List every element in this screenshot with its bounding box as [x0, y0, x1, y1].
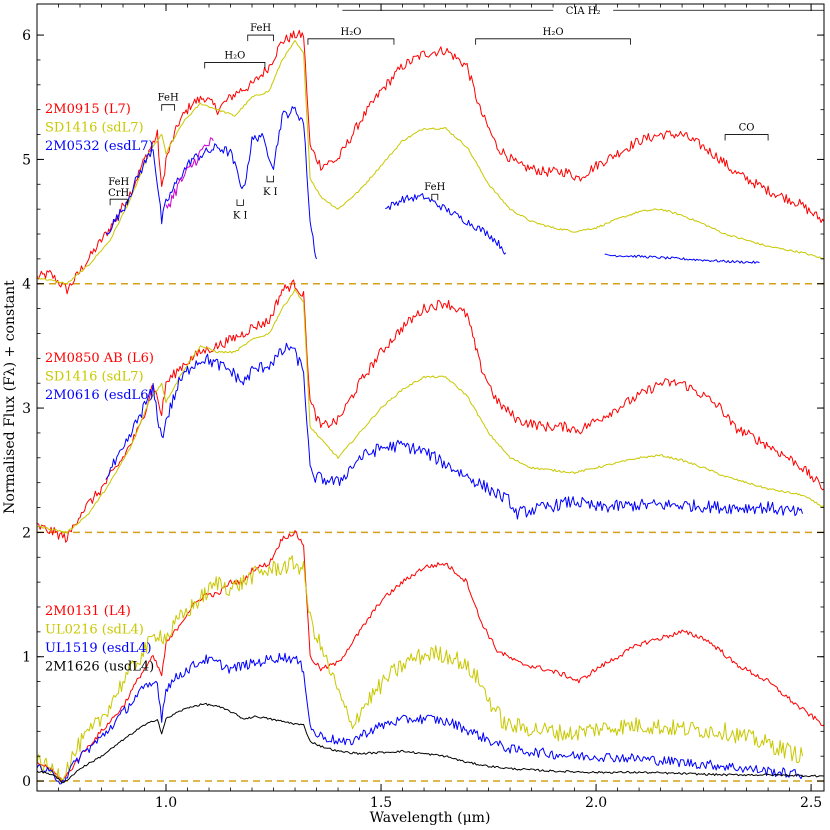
- annotation-feh: FeH: [424, 182, 445, 193]
- x-tick-label: 2.5: [800, 795, 822, 811]
- annotation-cup: [266, 175, 274, 183]
- y-tick-label: 5: [22, 152, 31, 168]
- annotation-k-i: K I: [233, 210, 248, 221]
- annotation-h-o: H₂O: [340, 27, 361, 38]
- annotation-bracket: [109, 198, 128, 206]
- annotation-h-o: H₂O: [543, 27, 564, 38]
- annotation-bracket: [475, 38, 631, 45]
- series-line-7: [36, 288, 825, 534]
- annotation-feh: FeH: [108, 177, 129, 188]
- y-tick-label: 4: [22, 277, 31, 293]
- series-line-11: [36, 652, 803, 785]
- series-line-1: [36, 40, 825, 285]
- legend-entry: UL0216 (sdL4): [45, 623, 144, 638]
- series-line-10: [36, 555, 803, 783]
- series-line-3: [385, 193, 507, 255]
- legend-entry: SD1416 (sdL7): [45, 121, 144, 136]
- legend-entry: 2M0850 AB (L6): [45, 351, 154, 366]
- y-axis-title: Normalised Flux (Fλ) + constant: [2, 280, 18, 514]
- legends-layer: 2M0915 (L7) SD1416 (sdL7) 2M0532 (esdL7) 2M…: [45, 102, 154, 675]
- series-line-8: [105, 342, 803, 520]
- annotation-co: CO: [739, 123, 755, 134]
- ticks-layer: 1.0 1.5 2.0 2.5 0 1 2 3 4 5 6: [22, 4, 824, 811]
- x-axis-title: Wavelength (μm): [370, 810, 491, 826]
- y-tick-label: 6: [22, 28, 31, 44]
- plot-frame: [36, 3, 825, 792]
- annotation-bracket: [431, 193, 439, 201]
- series-line-0: [36, 29, 825, 295]
- y-tick-label: 2: [22, 525, 31, 541]
- series-line-2: [105, 106, 317, 260]
- y-tick-label: 3: [22, 401, 31, 417]
- series-line-6: [36, 279, 825, 543]
- legend-entry: UL1519 (esdL4): [45, 641, 152, 656]
- x-tick-label: 2.0: [585, 795, 607, 811]
- y-tick-label: 1: [22, 650, 31, 666]
- legend-entry: 2M1626 (usdL4): [45, 660, 154, 675]
- annotation-cup: [236, 199, 244, 206]
- series-line-9: [36, 530, 825, 782]
- series-line-4: [604, 253, 760, 264]
- annotation-bracket: [204, 62, 266, 69]
- x-tick-label: 1.5: [370, 795, 392, 811]
- legend-entry: 2M0616 (esdL6): [45, 388, 154, 403]
- annotation-k-i: K I: [263, 187, 278, 198]
- legend-entry: 2M0915 (L7): [45, 102, 131, 117]
- x-tick-label: 1.0: [155, 795, 177, 811]
- series-line-12: [36, 702, 825, 784]
- annotation-bracket: [307, 38, 395, 45]
- annotation-cia-h: CIA H₂: [566, 6, 601, 17]
- annotation-feh: FeH: [250, 23, 271, 34]
- legend-entry: 2M0131 (L4): [45, 604, 131, 619]
- y-tick-label: 0: [22, 774, 31, 790]
- annotation-feh: FeH: [158, 93, 179, 104]
- annotation-bracket: [247, 34, 274, 42]
- legend-entry: 2M0532 (esdL7): [45, 139, 154, 154]
- series-line-5: [165, 137, 214, 209]
- series-layer: [36, 29, 825, 785]
- annotation-crh: CrH: [108, 188, 129, 199]
- annotation-h-o: H₂O: [224, 50, 245, 61]
- annotation-bracket: [161, 104, 176, 111]
- annotation-bracket: [724, 134, 769, 141]
- legend-entry: SD1416 (sdL7): [45, 370, 144, 385]
